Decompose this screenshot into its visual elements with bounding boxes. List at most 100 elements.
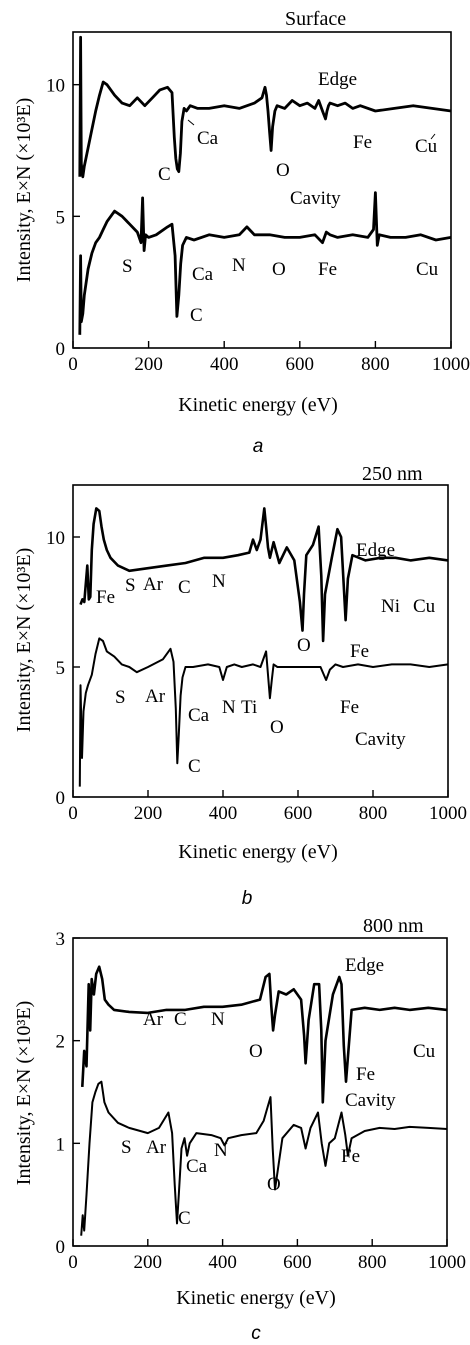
x-tick-label: 600 [286, 354, 315, 375]
y-tick-label: 1 [56, 1134, 66, 1155]
annotation-label: Cu [413, 1041, 436, 1062]
annotations: Edge Ca C O Fe Cu Cavity S Ca N O Fe Cu … [122, 69, 439, 326]
annotation-label: Ar [143, 574, 164, 595]
plot-frame [72, 31, 452, 349]
x-tick-label: 1000 [432, 354, 470, 375]
x-axis-label: Kinetic energy (eV) [178, 841, 338, 863]
annotation-label: Fe [318, 259, 337, 280]
panel-title: 800 nm [363, 915, 424, 937]
annotation-label: Edge [345, 955, 384, 976]
plot-frame [72, 484, 449, 798]
x-tick-label: 400 [209, 803, 238, 824]
annotation-label: Fe [341, 1146, 360, 1167]
x-tick-label: 0 [68, 1252, 78, 1273]
annotation-label: N [212, 571, 226, 592]
annotation-label: Ti [241, 697, 257, 718]
annotation-label: Ca [192, 264, 214, 285]
panel-caption: b [242, 888, 253, 909]
annotation-label: S [121, 1137, 132, 1158]
annotation-label: Ar [146, 1137, 167, 1158]
x-tick-label: 200 [134, 354, 163, 375]
annotation-label: Fe [96, 587, 115, 608]
x-tick-label: 200 [134, 1252, 163, 1273]
y-tick-label: 0 [56, 788, 66, 809]
annotation-label: Fe [353, 132, 372, 153]
series-line-cavity [78, 191, 452, 335]
x-tick-label: 800 [359, 803, 388, 824]
annotation-label: Edge [356, 540, 395, 561]
x-tick-label: 200 [134, 803, 163, 824]
x-axis-label: Kinetic energy (eV) [178, 394, 338, 416]
series-line-edge [81, 965, 448, 1104]
panel-a: Surface 0 200 400 600 800 1000 0 5 10 Kinetic en… [13, 8, 470, 457]
annotation-label: Cu [415, 136, 438, 157]
annotation-label: Ar [145, 686, 166, 707]
annotation-label: Ni [381, 596, 400, 617]
axis-ticks: 0 200 400 600 800 1000 0 5 10 [46, 76, 470, 375]
x-tick-label: 1000 [429, 803, 467, 824]
panel-title: Surface [285, 8, 346, 30]
annotation-label: Fe [356, 1064, 375, 1085]
annotation-label: Ca [188, 705, 210, 726]
y-axis-label: Intensity, E×N (×10³E) [13, 1001, 35, 1185]
annotation-label: Edge [318, 69, 357, 90]
y-tick-label: 2 [56, 1032, 66, 1053]
series-line-cavity [80, 1080, 448, 1236]
x-tick-label: 600 [284, 803, 313, 824]
annotation-label: S [122, 256, 133, 277]
annotation-leader [187, 119, 195, 126]
annotation-label: Fe [340, 697, 359, 718]
y-tick-label: 10 [46, 76, 65, 97]
annotation-label: C [178, 1208, 191, 1229]
plot-frame [72, 937, 448, 1247]
annotation-label: Cu [413, 596, 436, 617]
panel-b: 250 nm 0 200 400 600 800 1000 0 5 10 Kinetic ene… [13, 463, 467, 909]
annotation-label: C [178, 577, 191, 598]
annotation-label: O [270, 717, 284, 738]
annotation-label: Cavity [355, 729, 406, 750]
annotation-label: S [125, 575, 136, 596]
annotation-label: C [190, 305, 203, 326]
annotation-label: N [214, 1140, 228, 1161]
series-line-edge [78, 35, 452, 179]
y-tick-label: 3 [56, 929, 66, 950]
panel-caption: c [251, 1323, 261, 1344]
annotation-label: O [267, 1174, 281, 1195]
panel-c: 800 nm 0 200 400 600 800 1000 0 1 2 3 Kinetic ene… [13, 915, 466, 1344]
annotation-label: O [297, 635, 311, 656]
annotation-label: Fe [350, 641, 369, 662]
series-line-edge [79, 507, 449, 643]
annotation-label: Cavity [290, 188, 341, 209]
annotation-label: Cavity [345, 1090, 396, 1111]
series-group [78, 35, 452, 335]
y-axis-label: Intensity, E×N (×10³E) [13, 548, 35, 732]
annotation-label: Ar [143, 1009, 164, 1030]
annotation-label: Ca [186, 1156, 208, 1177]
y-axis-label: Intensity, E×N (×10³E) [13, 98, 35, 282]
x-tick-label: 400 [208, 1252, 237, 1273]
y-tick-label: 5 [56, 207, 66, 228]
series-line-cavity [78, 637, 449, 787]
annotation-label: C [158, 164, 171, 185]
x-tick-label: 400 [210, 354, 239, 375]
x-axis-label: Kinetic energy (eV) [176, 1287, 336, 1309]
x-tick-label: 1000 [428, 1252, 466, 1273]
annotation-label: N [222, 697, 236, 718]
y-tick-label: 10 [46, 528, 65, 549]
series-group [80, 965, 448, 1236]
annotations: Edge Fe S Ar C N O Fe Ni Cu S Ar Ca N Ti… [96, 540, 436, 777]
annotation-label: C [188, 756, 201, 777]
axis-ticks: 0 200 400 600 800 1000 0 1 2 3 [56, 929, 467, 1273]
series-group [78, 507, 449, 787]
annotation-leader [430, 133, 436, 140]
annotation-label: S [115, 687, 126, 708]
y-tick-label: 5 [56, 658, 66, 679]
panel-caption: a [253, 436, 264, 457]
annotation-label: Ca [197, 128, 219, 149]
annotation-label: O [272, 259, 286, 280]
annotation-label: N [232, 255, 246, 276]
x-tick-label: 800 [361, 354, 390, 375]
panel-title: 250 nm [362, 463, 423, 485]
annotation-label: Cu [416, 259, 439, 280]
